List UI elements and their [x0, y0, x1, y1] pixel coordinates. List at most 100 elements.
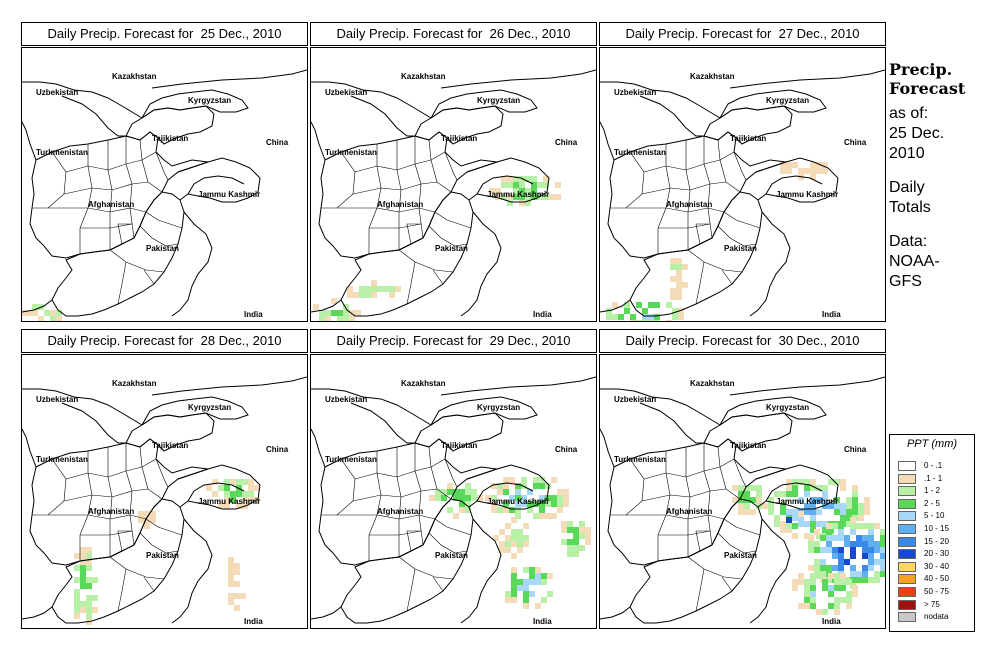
precip-cell: [850, 553, 856, 559]
precip-cell: [515, 483, 521, 489]
country-label-india: India: [533, 617, 552, 626]
forecast-panel-4: Daily Precip. Forecast for 28 Dec., 2010…: [21, 329, 308, 629]
province-line: [432, 576, 444, 592]
panel-title: Daily Precip. Forecast for 26 Dec., 2010: [310, 22, 597, 46]
precip-cell: [810, 597, 816, 603]
precip-cell: [573, 533, 579, 539]
data-source-text: GFS: [889, 273, 922, 290]
precip-cell: [814, 565, 820, 571]
province-line: [369, 530, 422, 536]
precip-cell: [744, 491, 750, 497]
precip-map: Uzbekistan Kazakhstan Kyrgyzstan Tajikistan…: [599, 354, 886, 629]
precip-cell: [846, 515, 852, 521]
map-svg: [311, 376, 596, 624]
precip-cell: [840, 485, 846, 491]
province-line: [80, 530, 133, 536]
province-line: [610, 458, 645, 516]
province-line: [139, 446, 149, 490]
province-line: [337, 207, 436, 213]
precip-cell: [459, 501, 465, 507]
precip-cell: [804, 521, 810, 527]
precip-cell: [513, 194, 519, 200]
precip-cell: [325, 316, 331, 321]
precip-cell: [525, 188, 531, 194]
as-of-text: 25 Dec.: [889, 125, 945, 142]
precip-cell: [230, 491, 236, 497]
legend-item: 0 - .1: [898, 461, 972, 472]
precip-cell: [567, 545, 573, 551]
precip-cell: [880, 541, 885, 547]
precip-cell: [862, 523, 868, 529]
precip-cell: [533, 501, 539, 507]
precip-cell: [856, 571, 862, 577]
country-label-pakistan: Pakistan: [724, 244, 757, 253]
precip-cell: [810, 162, 816, 168]
precip-cell: [834, 597, 840, 603]
country-label-tajikistan: Tajikistan: [152, 441, 189, 450]
precip-cell: [313, 304, 319, 310]
precip-cell: [858, 509, 864, 515]
precip-cell: [228, 599, 234, 605]
country-label-pakistan: Pakistan: [435, 244, 468, 253]
precip-cell: [80, 577, 86, 583]
precip-cell: [846, 503, 852, 509]
province-line: [65, 458, 157, 480]
precip-cell: [541, 597, 547, 603]
precip-cell: [868, 553, 874, 559]
legend-label: 40 - 50: [924, 574, 949, 584]
legend-swatch: [898, 587, 916, 597]
country-label-india: India: [822, 310, 841, 319]
precip-cell: [744, 509, 750, 515]
precip-cell: [834, 573, 840, 579]
precip-cell: [585, 539, 591, 545]
country-label-india: India: [822, 617, 841, 626]
precip-cell: [50, 310, 56, 316]
province-line: [139, 225, 179, 247]
precip-cell: [80, 571, 86, 577]
precip-cell: [850, 529, 856, 535]
precip-cell: [798, 479, 804, 485]
province-line: [444, 151, 458, 181]
precip-cell: [212, 479, 218, 485]
precip-cell: [808, 565, 814, 571]
province-line: [80, 223, 133, 229]
precip-cell: [377, 286, 383, 292]
precip-cell: [612, 314, 618, 320]
precip-cell: [343, 316, 349, 321]
precip-cell: [503, 483, 509, 489]
precip-cell: [862, 535, 868, 541]
legend-item: 15 - 20: [898, 536, 972, 548]
country-label-jammu-kashmir: Jammu Kashmir: [487, 497, 550, 506]
precip-cell: [56, 310, 62, 316]
province-line: [109, 249, 165, 273]
precip-cell: [780, 162, 786, 168]
province-line: [32, 458, 67, 516]
precip-cell: [840, 479, 846, 485]
precip-cell: [32, 310, 38, 316]
precip-cell: [762, 503, 768, 509]
boundary-line: [151, 376, 307, 396]
precip-cell: [838, 535, 844, 541]
country-label-kyrgyzstan: Kyrgyzstan: [188, 403, 232, 412]
precip-cell: [820, 571, 826, 577]
precip-cell: [525, 176, 531, 182]
precip-cell: [654, 314, 660, 320]
precip-cell: [551, 501, 557, 507]
boundary-line: [749, 211, 791, 317]
province-line: [687, 249, 743, 273]
precip-cell: [838, 559, 844, 565]
precip-cell: [822, 527, 828, 533]
precip-cell: [547, 573, 553, 579]
precip-cell: [670, 264, 676, 270]
precip-cell: [862, 541, 868, 547]
precip-cell: [533, 513, 539, 519]
precip-cell: [519, 194, 525, 200]
precip-cell: [513, 182, 519, 188]
forecast-panel-1: Daily Precip. Forecast for 25 Dec., 2010…: [21, 22, 308, 322]
precip-cell: [676, 294, 682, 300]
precip-cell: [465, 495, 471, 501]
precip-cell: [545, 513, 551, 519]
precip-cell: [846, 591, 852, 597]
precip-cell: [511, 535, 517, 541]
precip-cell: [804, 485, 810, 491]
